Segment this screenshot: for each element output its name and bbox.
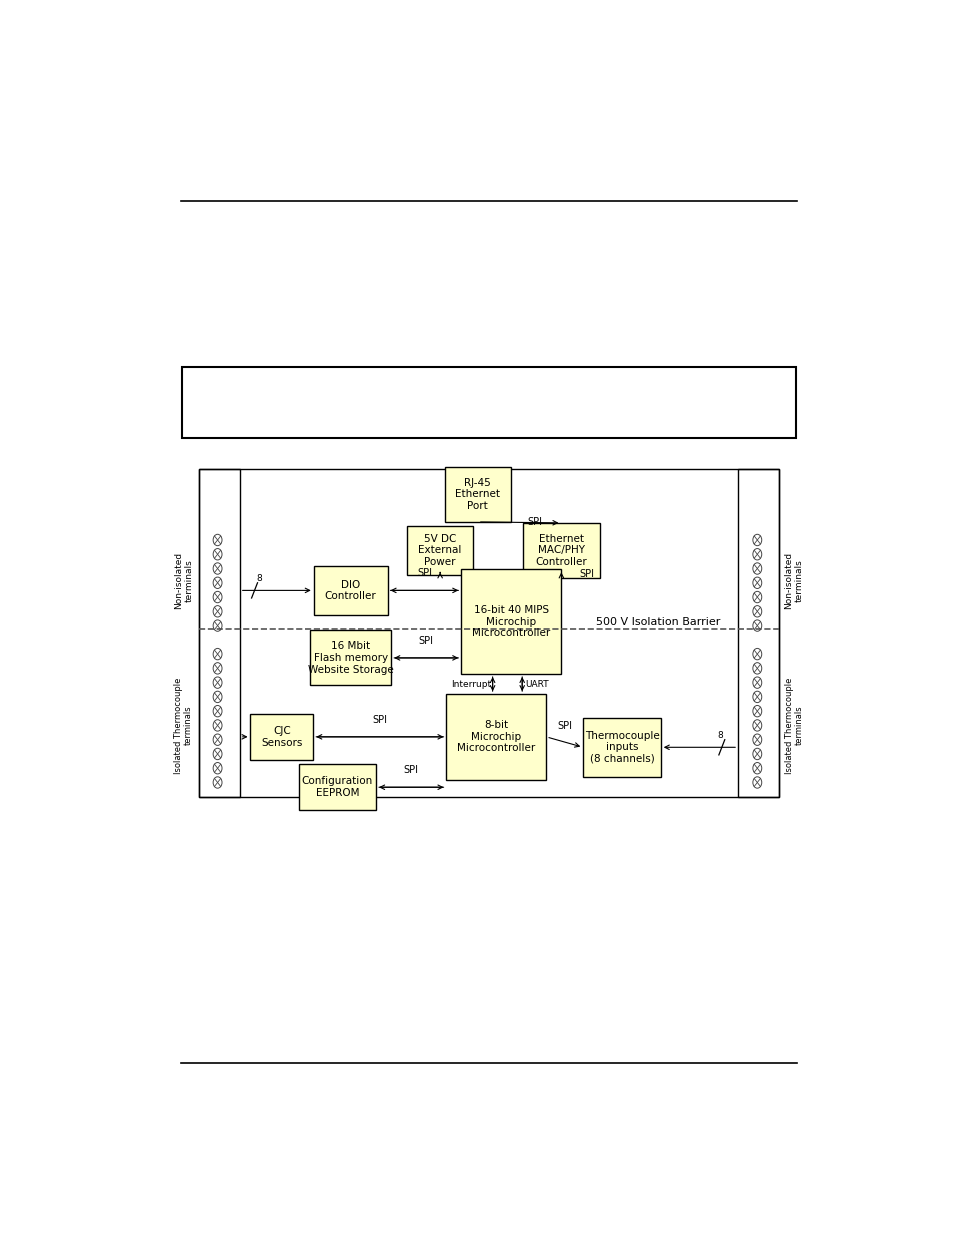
Bar bbox=[199, 468, 239, 797]
Text: 8-bit
Microchip
Microcontroller: 8-bit Microchip Microcontroller bbox=[456, 720, 535, 753]
Text: Interrupt: Interrupt bbox=[451, 679, 491, 689]
Text: RJ-45
Ethernet
Port: RJ-45 Ethernet Port bbox=[455, 478, 499, 511]
Bar bbox=[199, 468, 778, 797]
Text: 8: 8 bbox=[717, 731, 722, 741]
Text: SPI: SPI bbox=[403, 766, 418, 776]
Bar bbox=[310, 630, 391, 685]
Bar bbox=[460, 569, 560, 674]
Text: SPI: SPI bbox=[579, 569, 595, 579]
Text: Isolated Thermocouple
terminals: Isolated Thermocouple terminals bbox=[783, 677, 803, 773]
Bar bbox=[251, 714, 313, 760]
Text: Ethernet
MAC/PHY
Controller: Ethernet MAC/PHY Controller bbox=[535, 534, 587, 567]
Text: Thermocouple
inputs
(8 channels): Thermocouple inputs (8 channels) bbox=[584, 731, 659, 764]
Bar bbox=[298, 764, 375, 810]
Text: Non-isolated
terminals: Non-isolated terminals bbox=[783, 552, 803, 609]
Bar bbox=[182, 367, 795, 438]
Text: UART: UART bbox=[524, 679, 548, 689]
Text: Non-isolated
terminals: Non-isolated terminals bbox=[173, 552, 193, 609]
Text: 500 V Isolation Barrier: 500 V Isolation Barrier bbox=[596, 616, 720, 627]
Text: 5V DC
External
Power: 5V DC External Power bbox=[418, 534, 461, 567]
Bar bbox=[406, 526, 473, 576]
Bar bbox=[582, 718, 660, 777]
Bar bbox=[738, 468, 778, 797]
Text: 16 Mbit
Flash memory
Website Storage: 16 Mbit Flash memory Website Storage bbox=[308, 641, 394, 674]
Text: SPI: SPI bbox=[418, 636, 434, 646]
Text: 8: 8 bbox=[255, 574, 261, 583]
Text: SPI: SPI bbox=[416, 568, 432, 578]
Text: CJC
Sensors: CJC Sensors bbox=[261, 726, 302, 747]
Text: 16-bit 40 MIPS
Microchip
Microcontroller: 16-bit 40 MIPS Microchip Microcontroller bbox=[472, 605, 550, 638]
Text: Configuration
EEPROM: Configuration EEPROM bbox=[301, 777, 373, 798]
Text: SPI: SPI bbox=[526, 517, 541, 527]
Text: Isolated Thermocouple
terminals: Isolated Thermocouple terminals bbox=[173, 677, 193, 773]
Bar bbox=[444, 467, 511, 522]
Bar bbox=[522, 522, 599, 578]
Text: SPI: SPI bbox=[557, 721, 572, 731]
Bar bbox=[446, 694, 546, 779]
Text: SPI: SPI bbox=[372, 715, 387, 725]
Text: DIO
Controller: DIO Controller bbox=[324, 579, 376, 601]
Bar bbox=[314, 566, 387, 615]
